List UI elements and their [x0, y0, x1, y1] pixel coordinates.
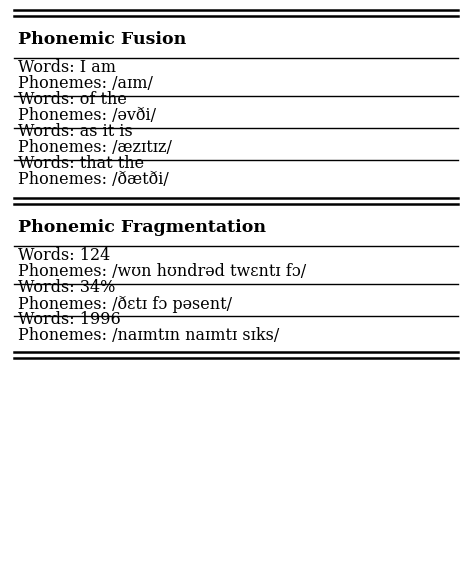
Text: Words: I am: Words: I am — [18, 59, 116, 76]
Text: Words: that the: Words: that the — [18, 155, 144, 172]
Text: Phonemic Fusion: Phonemic Fusion — [18, 31, 186, 48]
Text: Phonemic Fragmentation: Phonemic Fragmentation — [18, 219, 266, 236]
Text: Words: 124: Words: 124 — [18, 247, 110, 264]
Text: Words: as it is: Words: as it is — [18, 123, 133, 140]
Text: Phonemes: /æzɪtɪz/: Phonemes: /æzɪtɪz/ — [18, 140, 172, 157]
Text: Phonemes: /naɪmtɪn naɪmtɪ sɪks/: Phonemes: /naɪmtɪn naɪmtɪ sɪks/ — [18, 328, 279, 345]
Text: Phonemes: /wʊn hʊndrəd twɛntɪ fɔ/: Phonemes: /wʊn hʊndrəd twɛntɪ fɔ/ — [18, 264, 306, 281]
Text: Phonemes: /ðɛtɪ fɔ pəsent/: Phonemes: /ðɛtɪ fɔ pəsent/ — [18, 296, 232, 313]
Text: Phonemes: /əvði/: Phonemes: /əvði/ — [18, 108, 156, 125]
Text: Words: 1996: Words: 1996 — [18, 311, 121, 328]
Text: Words: of the: Words: of the — [18, 91, 127, 108]
Text: Phonemes: /aɪm/: Phonemes: /aɪm/ — [18, 76, 153, 93]
Text: Words: 34%: Words: 34% — [18, 279, 115, 296]
Text: Phonemes: /ðætði/: Phonemes: /ðætði/ — [18, 172, 169, 189]
